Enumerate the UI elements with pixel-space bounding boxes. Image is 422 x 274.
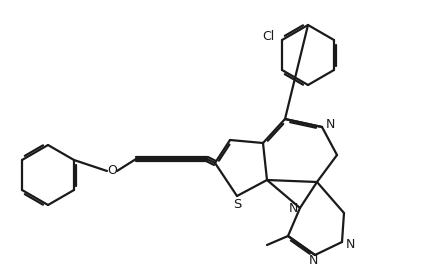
Text: O: O	[107, 164, 117, 178]
Text: N: N	[308, 255, 318, 267]
Text: N: N	[325, 118, 335, 132]
Text: N: N	[289, 202, 298, 215]
Text: S: S	[233, 198, 241, 210]
Text: N: N	[345, 238, 354, 250]
Text: Cl: Cl	[262, 30, 274, 42]
